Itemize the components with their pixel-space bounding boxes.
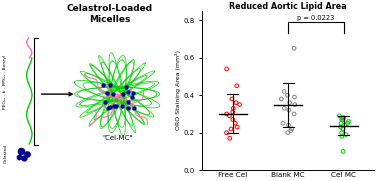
Point (339, 131, 345, 134)
Point (223, 112, 229, 115)
Point (339, 118, 345, 121)
Point (340, 127, 346, 130)
Point (232, 122, 239, 125)
Point (336, 114, 342, 117)
Point (291, 96, 297, 98)
Point (342, 124, 348, 127)
Text: Celastrol-Loaded
Micelles: Celastrol-Loaded Micelles (67, 4, 153, 24)
Point (234, 84, 240, 87)
Point (285, 94, 291, 97)
Point (226, 114, 232, 117)
Point (230, 107, 236, 110)
Point (227, 137, 233, 140)
Point (341, 116, 347, 119)
Point (287, 101, 293, 104)
Point (338, 122, 344, 125)
Point (229, 98, 235, 100)
Point (285, 124, 291, 127)
Text: PEG₄₅ - b - PPS₂₅ - Benzyl: PEG₄₅ - b - PPS₂₅ - Benzyl (3, 54, 7, 109)
Point (234, 126, 240, 129)
Point (291, 47, 297, 50)
Point (339, 116, 345, 119)
Text: "Cel-MC": "Cel-MC" (102, 135, 132, 142)
Point (281, 107, 287, 110)
Point (343, 133, 349, 136)
Point (338, 126, 344, 129)
Point (237, 103, 243, 106)
Point (345, 120, 352, 123)
Point (288, 129, 294, 132)
Point (228, 127, 234, 130)
Point (233, 101, 239, 104)
Point (291, 112, 297, 115)
Point (345, 122, 351, 125)
Text: Celastrol: Celastrol (3, 144, 7, 163)
Point (280, 122, 286, 125)
Point (230, 118, 236, 121)
Point (224, 68, 230, 70)
Point (340, 150, 346, 153)
Point (340, 118, 346, 121)
Point (289, 127, 295, 130)
Y-axis label: ORO Staining Area (mm²): ORO Staining Area (mm²) (175, 50, 181, 131)
Point (292, 103, 298, 106)
Point (278, 98, 284, 100)
Point (281, 90, 287, 93)
Point (339, 135, 345, 138)
Point (285, 131, 291, 134)
Title: Reduced NF-κB Signaling
Reduced Aortic Lipid Area: Reduced NF-κB Signaling Reduced Aortic L… (229, 0, 347, 11)
Point (223, 131, 229, 134)
Point (230, 111, 236, 113)
Point (286, 109, 292, 112)
Text: p = 0.0223: p = 0.0223 (297, 15, 335, 21)
